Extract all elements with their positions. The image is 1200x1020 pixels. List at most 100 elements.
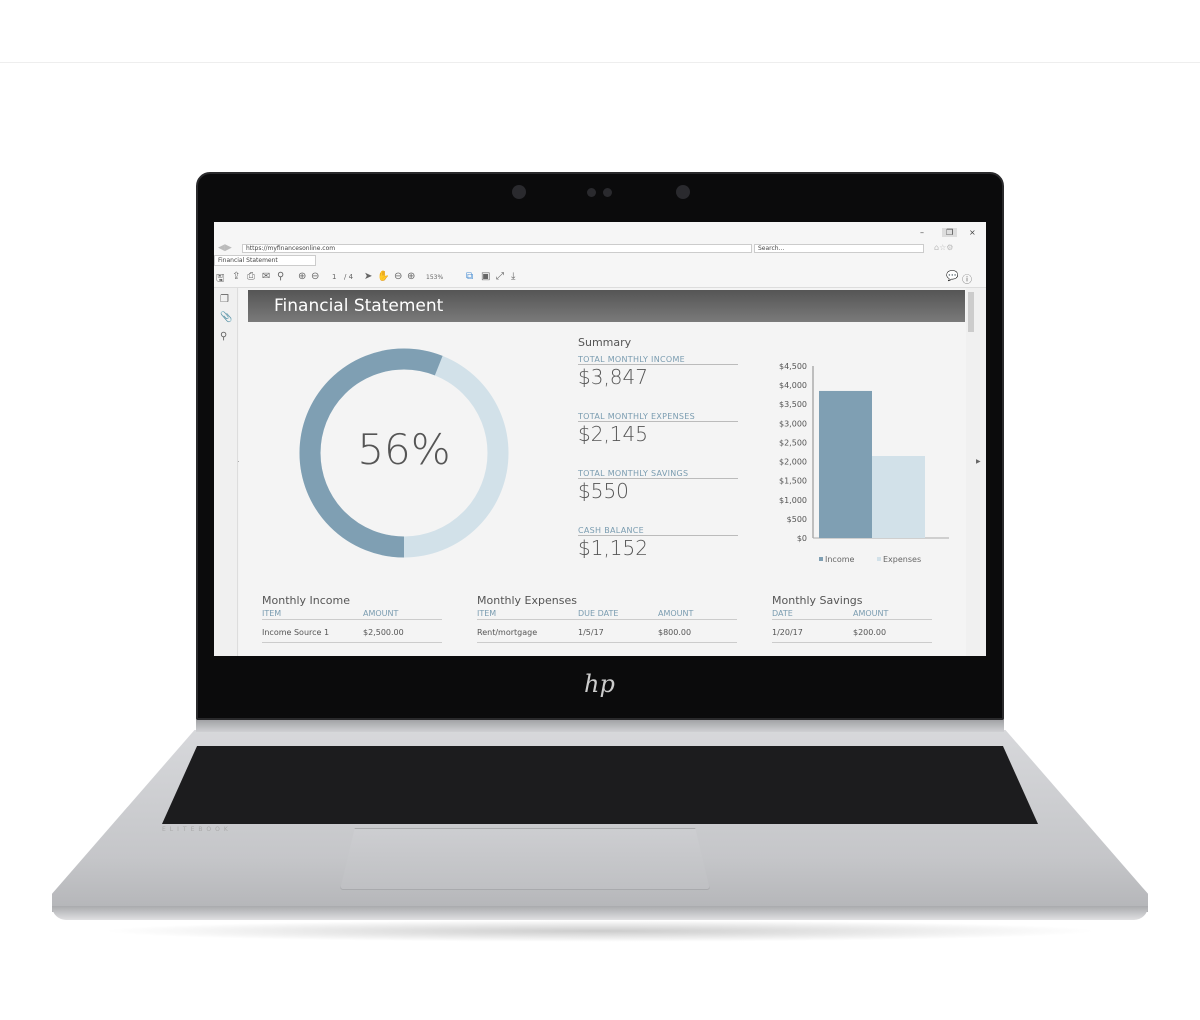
y-tick-label: $1,000 (779, 496, 807, 505)
summary-label: CASH BALANCE (578, 526, 738, 536)
cell: $2,500.00 (363, 628, 404, 637)
col-header: ITEM (477, 609, 497, 618)
summary-heading: Summary (578, 336, 632, 349)
hinge (196, 718, 1004, 732)
legend-swatch (877, 557, 881, 561)
summary-value: $550 (578, 479, 629, 503)
upload-icon[interactable]: ⇪ (232, 271, 241, 282)
touchpad (340, 828, 710, 890)
y-tick-label: $4,500 (779, 362, 807, 371)
summary-cash: CASH BALANCE $1,152 (578, 526, 738, 560)
help-icon[interactable]: ⓘ (962, 275, 972, 286)
legend-label: Expenses (883, 555, 921, 564)
y-tick-label: $2,000 (779, 458, 807, 467)
donut-fill (299, 348, 509, 558)
sensor (676, 185, 690, 199)
search-input[interactable]: Search... (754, 244, 924, 253)
model-label: ELITEBOOK (162, 826, 232, 833)
y-tick-label: $500 (787, 515, 807, 524)
divider (262, 619, 442, 620)
page-title: Financial Statement (248, 290, 965, 322)
shadow (100, 920, 1100, 942)
download-icon[interactable]: ⤓ (511, 271, 516, 282)
back-icon[interactable]: ◀▶ (218, 243, 232, 253)
pdf-toolbar: 🖫 ⇪ ⎙ ✉ ⚲ ⊕ ⊖ 1 / 4 ➤ ✋ ⊖ ⊕ 153% ⧉ ▣ ⤢ ⤓… (214, 268, 986, 286)
income-title: Monthly Income (262, 594, 351, 607)
summary-savings: TOTAL MONTHLY SAVINGS $550 (578, 469, 738, 503)
scrollbar-thumb[interactable] (968, 292, 974, 332)
divider (477, 642, 737, 643)
page-up-icon[interactable]: ⊕ (298, 271, 307, 282)
minimize-button[interactable]: – (920, 228, 924, 237)
hp-logo: hp (584, 670, 615, 698)
cell: Income Source 1 (262, 628, 330, 637)
browser-chrome: – ❐ × ◀▶ https://myfinancesonline.com Se… (214, 222, 986, 288)
bar-expenses (872, 456, 925, 538)
summary-value: $1,152 (578, 536, 648, 560)
col-header: ITEM (262, 609, 282, 618)
collapse-right-icon[interactable]: ▶ (976, 458, 981, 465)
email-icon[interactable]: ✉ (262, 271, 271, 282)
save-icon[interactable]: 🖫 (216, 273, 225, 284)
cell: $200.00 (853, 628, 887, 637)
favorites-icon[interactable]: ⌂☆⚙ (934, 243, 954, 252)
col-header: AMOUNT (853, 609, 889, 618)
summary-value: $2,145 (578, 422, 648, 446)
y-tick-label: $3,500 (779, 400, 807, 409)
camera (603, 188, 612, 197)
hand-icon[interactable]: ✋ (377, 271, 390, 282)
col-header: DATE (772, 609, 793, 618)
col-header: AMOUNT (658, 609, 694, 618)
col-header: DUE DATE (578, 609, 619, 618)
attachment-icon[interactable]: 📎 (220, 312, 233, 323)
col-header: AMOUNT (363, 609, 399, 618)
print-icon[interactable]: ⎙ (247, 271, 255, 282)
cell: 1/5/17 (578, 628, 604, 637)
screen: – ❐ × ◀▶ https://myfinancesonline.com Se… (214, 222, 986, 656)
search-icon[interactable]: ⚲ (277, 271, 285, 282)
zoom-out-icon[interactable]: ⊖ (394, 271, 403, 282)
savings-title: Monthly Savings (772, 594, 863, 607)
zoom-select[interactable]: 153% (426, 274, 444, 281)
sensor (512, 185, 526, 199)
camera (587, 188, 596, 197)
summary-label: TOTAL MONTHLY INCOME (578, 355, 738, 365)
fit-width-icon[interactable]: ▣ (481, 271, 491, 282)
restore-button[interactable]: ❐ (942, 228, 958, 237)
laptop-front-edge (52, 906, 1148, 920)
donut-chart (299, 348, 509, 558)
y-tick-label: $2,500 (779, 438, 807, 447)
search-icon[interactable]: ⚲ (220, 331, 228, 342)
comment-icon[interactable]: 💬 (946, 271, 959, 282)
tab-financial-statement[interactable]: Financial Statement (214, 255, 316, 266)
divider (772, 619, 932, 620)
cell: $800.00 (658, 628, 692, 637)
page-down-icon[interactable]: ⊖ (311, 271, 320, 282)
pointer-icon[interactable]: ➤ (364, 271, 373, 282)
scrollbar[interactable]: ▶ (966, 288, 986, 656)
y-tick-label: $0 (797, 534, 807, 543)
legend-swatch (819, 557, 823, 561)
pages-icon[interactable]: ❐ (220, 294, 229, 305)
close-button[interactable]: × (969, 228, 976, 237)
summary-label: TOTAL MONTHLY EXPENSES (578, 412, 738, 422)
y-tick-label: $1,500 (779, 477, 807, 486)
bar-income (819, 390, 872, 538)
donut-percent: 56% (357, 425, 451, 474)
expenses-title: Monthly Expenses (477, 594, 577, 607)
summary-label: TOTAL MONTHLY SAVINGS (578, 469, 738, 479)
fit-page-icon[interactable]: ⧉ (466, 271, 474, 282)
page-total: / 4 (344, 273, 354, 281)
cell: 1/20/17 (772, 628, 803, 637)
tab-title: Financial Statement (218, 257, 278, 264)
summary-value: $3,847 (578, 365, 648, 389)
divider (262, 642, 442, 643)
page-number-input[interactable]: 1 (332, 273, 337, 281)
fullscreen-icon[interactable]: ⤢ (496, 271, 504, 282)
document-page: Financial Statement 56% Summary TOTAL MO… (239, 288, 967, 656)
y-tick-label: $4,000 (779, 381, 807, 390)
summary-expenses: TOTAL MONTHLY EXPENSES $2,145 (578, 412, 738, 446)
zoom-in-icon[interactable]: ⊕ (407, 271, 416, 282)
address-bar[interactable]: https://myfinancesonline.com (242, 244, 752, 253)
divider (772, 642, 932, 643)
